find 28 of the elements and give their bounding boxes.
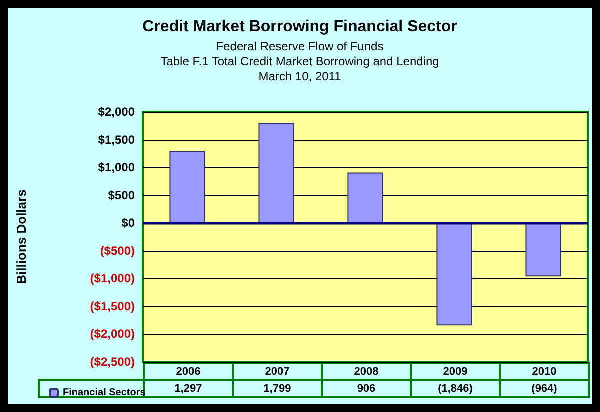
data-label: (1,846) [410, 379, 501, 398]
bar [348, 172, 384, 224]
y-tick-label: $1,000 [98, 160, 136, 175]
bar [526, 223, 562, 277]
y-tick-label: ($1,500) [90, 299, 135, 314]
y-tick-label: ($500) [100, 244, 136, 258]
x-tick-label: 2006 [143, 362, 234, 381]
data-label: 906 [321, 379, 412, 398]
chart-title: Credit Market Borrowing Financial Sector [142, 18, 458, 36]
x-tick-label: 2010 [499, 362, 590, 381]
x-tick-label: 2007 [232, 362, 323, 381]
data-label: 1,799 [232, 379, 323, 398]
y-tick-label: ($2,000) [90, 327, 135, 342]
x-tick-label: 2008 [321, 362, 412, 381]
y-axis-title: Billions Dollars [14, 190, 29, 284]
y-tick-label: $500 [108, 188, 136, 202]
data-label: 1,297 [174, 382, 202, 394]
y-tick-label: $0 [122, 216, 136, 230]
chart-subtitle: Federal Reserve Flow of Funds Table F.1 Total Credit Market Borrowing and Lending March 10, 2011 [160, 40, 440, 84]
y-tick-label: $1,500 [98, 132, 136, 147]
data-label: (964) [499, 379, 590, 398]
x-tick-label: 2009 [410, 362, 501, 381]
bar [436, 223, 472, 326]
bar [170, 151, 206, 224]
y-tick-label: ($2,500) [90, 355, 135, 369]
y-tick-label: ($1,000) [90, 272, 135, 286]
y-tick-label: $2,000 [98, 105, 136, 119]
bar [258, 123, 294, 224]
